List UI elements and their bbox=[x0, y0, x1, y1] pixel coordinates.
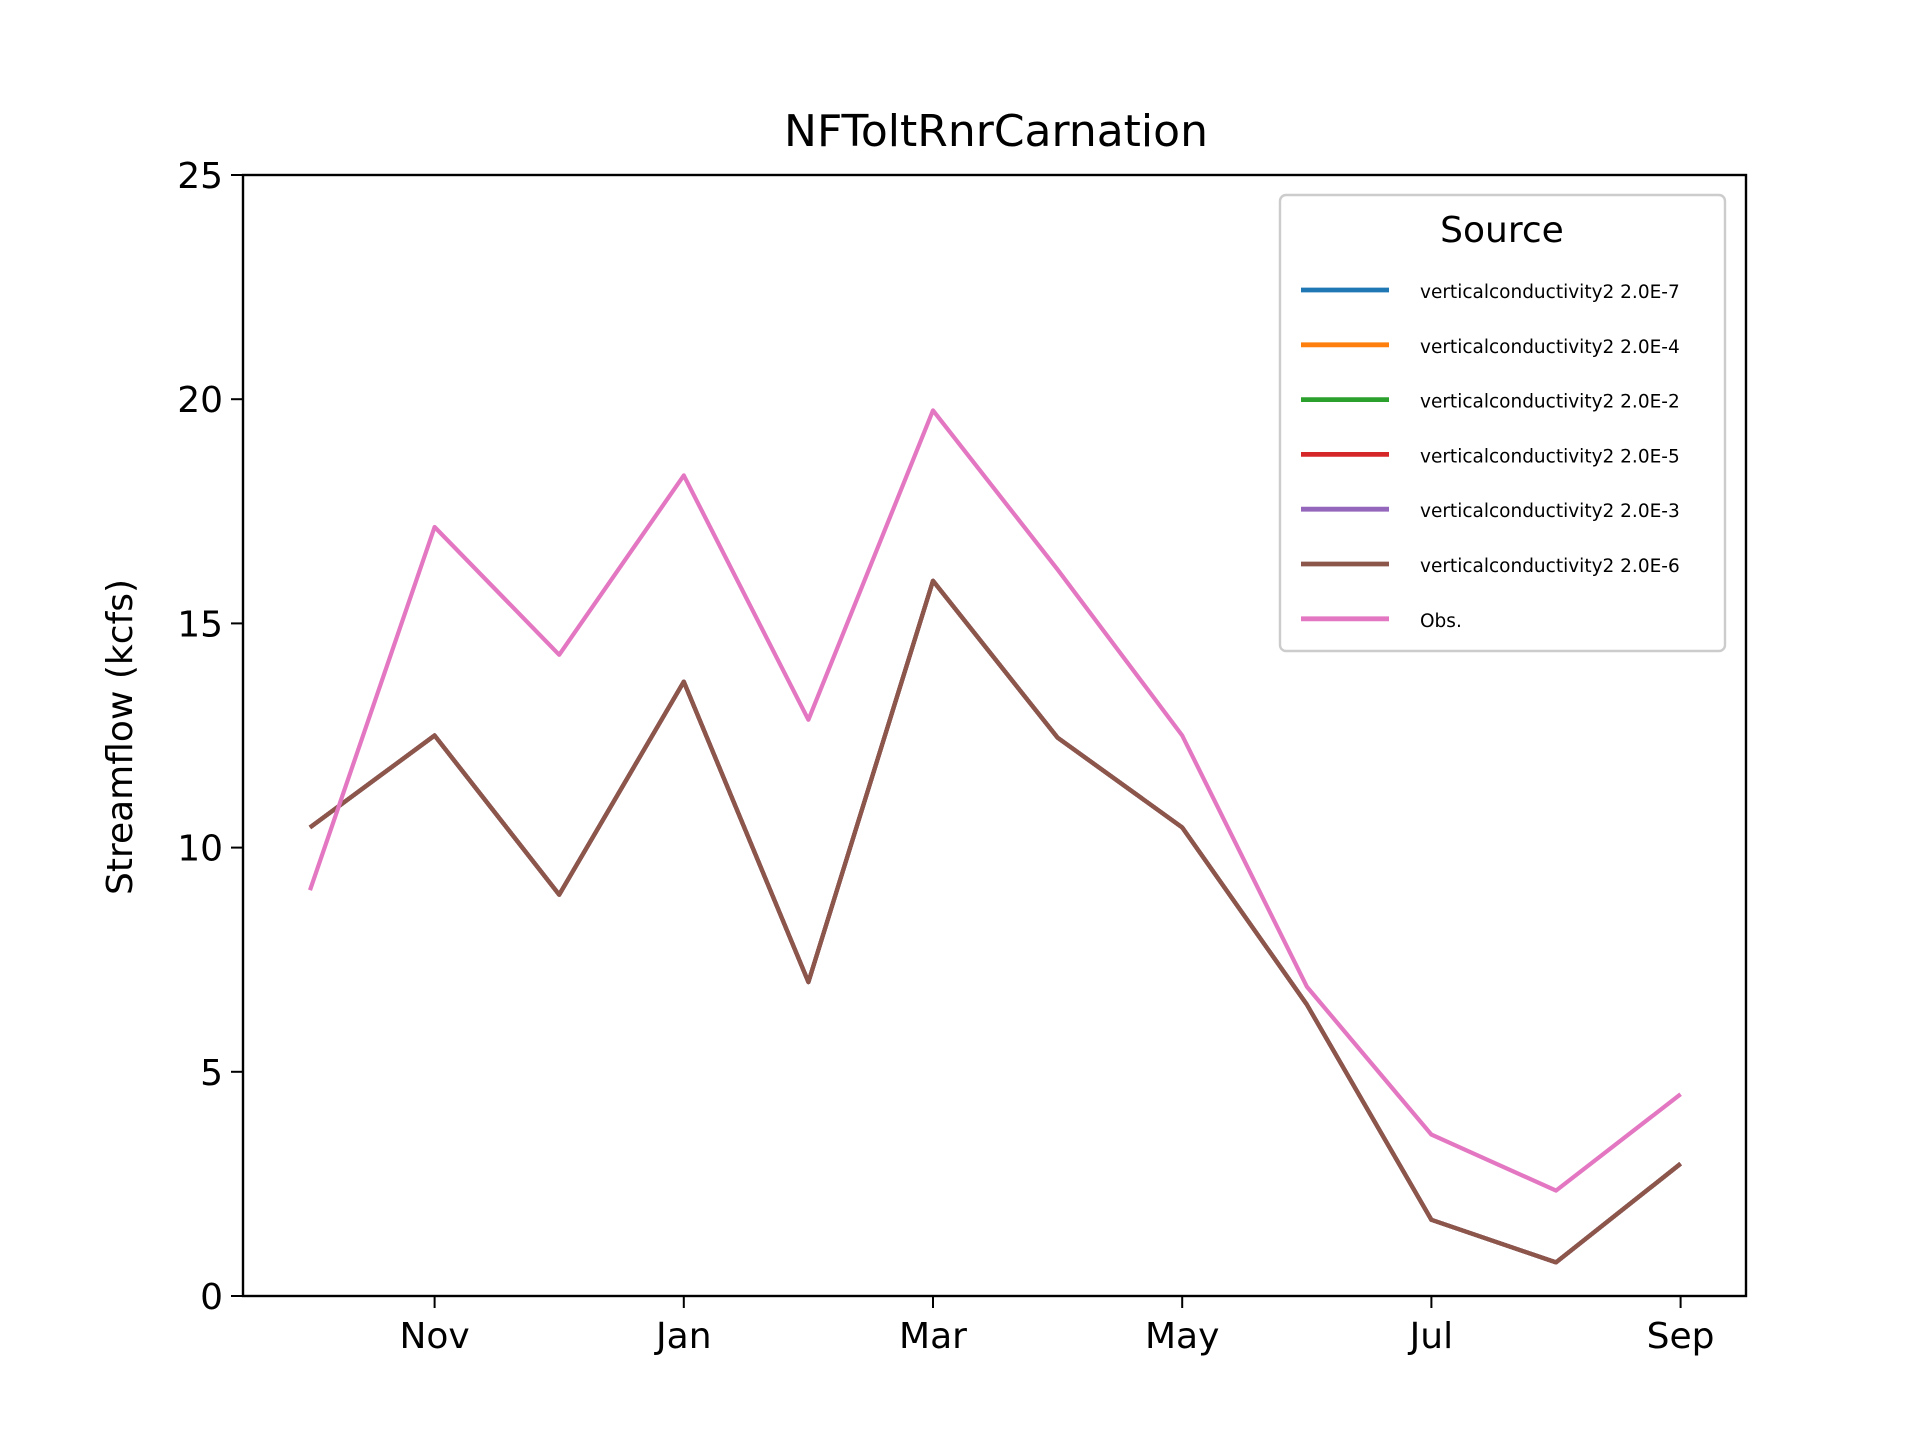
x-tick-label: Mar bbox=[899, 1316, 967, 1357]
legend-title: Source bbox=[1440, 210, 1564, 251]
legend: Source verticalconductivity2 2.0E-7verti… bbox=[1278, 193, 1727, 653]
plot-lines bbox=[308, 408, 1682, 1265]
x-tick-label: May bbox=[1145, 1316, 1219, 1357]
legend-box bbox=[1278, 193, 1727, 653]
y-tick-label: 5 bbox=[200, 1053, 223, 1094]
y-tick-label: 10 bbox=[177, 829, 223, 870]
y-tick-label: 25 bbox=[177, 156, 223, 197]
legend-label-1: verticalconductivity2 2.0E-4 bbox=[1420, 337, 1680, 358]
x-tick-label: Sep bbox=[1647, 1316, 1715, 1357]
y-tick-label: 20 bbox=[177, 380, 223, 421]
y-tick-label: 0 bbox=[200, 1277, 223, 1318]
y-axis-label: Streamflow (kcfs) bbox=[100, 579, 141, 895]
chart-title: NFToltRnrCarnation bbox=[784, 106, 1208, 157]
x-tick-label: Jan bbox=[654, 1316, 712, 1357]
series-line-6 bbox=[308, 408, 1682, 1193]
legend-entries: verticalconductivity2 2.0E-7 verticalcond… bbox=[1301, 282, 1680, 632]
y-tick-label: 15 bbox=[177, 604, 223, 645]
legend-label-3: verticalconductivity2 2.0E-5 bbox=[1420, 446, 1680, 467]
x-tick-label: Nov bbox=[399, 1316, 469, 1357]
legend-label-2: verticalconductivity2 2.0E-2 bbox=[1420, 392, 1680, 413]
x-axis: Nov Jan Mar May Jul Sep bbox=[399, 1296, 1715, 1357]
legend-label-6: Obs. bbox=[1420, 611, 1462, 632]
plot-frame bbox=[241, 173, 1748, 1298]
y-axis: 0 5 10 15 20 25 bbox=[177, 156, 243, 1318]
legend-label-4: verticalconductivity2 2.0E-3 bbox=[1420, 501, 1680, 522]
x-tick-label: Jul bbox=[1408, 1316, 1453, 1357]
legend-label-0: verticalconductivity2 2.0E-7 bbox=[1420, 282, 1680, 303]
series-line-5 bbox=[308, 578, 1682, 1265]
legend-label-5: verticalconductivity2 2.0E-6 bbox=[1420, 556, 1680, 577]
